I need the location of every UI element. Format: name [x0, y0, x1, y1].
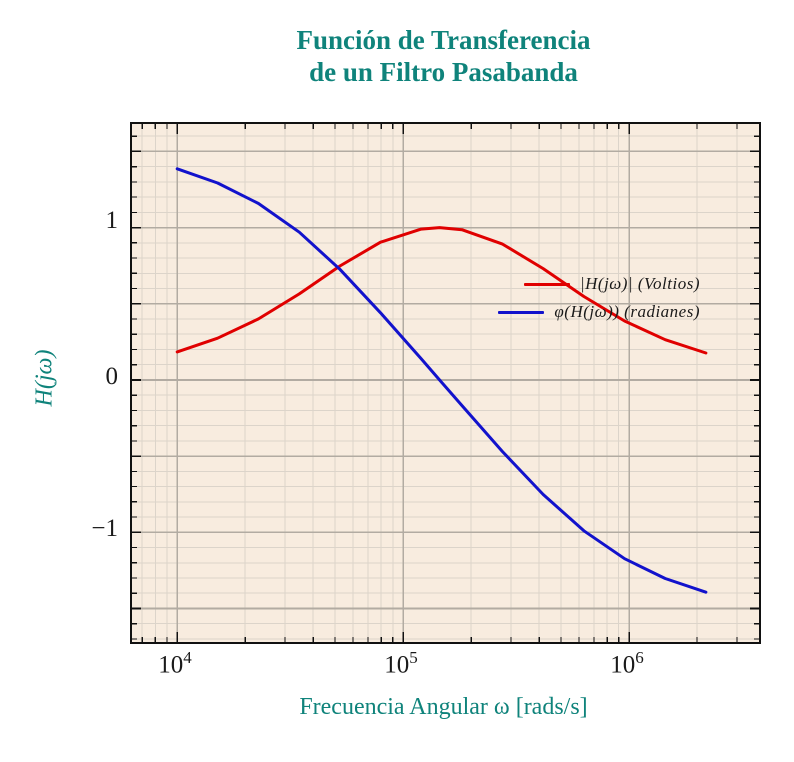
y-tick-label-1: 1: [105, 207, 119, 234]
y-tick-label-0: 0: [105, 363, 119, 390]
y-axis-label: H(jω): [31, 349, 58, 407]
legend-label-phase: φ(H(jω)) (radianes): [554, 302, 700, 321]
legend-item-phase: φ(H(jω)) (radianes): [498, 298, 700, 326]
plot-area: |H(jω)| (Voltios) φ(H(jω)) (radianes): [130, 122, 761, 644]
magnitude-line-swatch: [523, 282, 570, 286]
magnitude-curve: [175, 226, 708, 355]
y-tick-label-neg1: −1: [91, 515, 118, 542]
plot-canvas: [132, 124, 759, 642]
chart-title-line1: Función de Transferencia: [296, 25, 591, 55]
chart-title-line2: de un Filtro Pasabanda: [309, 57, 578, 87]
phase-curve: [175, 167, 708, 594]
x-axis-label: Frecuencia Angular ω [rads/s]: [299, 694, 588, 720]
x-tick-label-1e5: 105: [384, 648, 418, 679]
chart-title: Función de Transferencia de un Filtro Pa…: [130, 24, 757, 88]
legend-item-magnitude: |H(jω)| (Voltios): [498, 270, 700, 298]
legend-label-magnitude: |H(jω)| (Voltios): [579, 274, 700, 293]
phase-line-swatch: [498, 310, 545, 314]
x-tick-label-1e6: 106: [610, 648, 644, 679]
legend: |H(jω)| (Voltios) φ(H(jω)) (radianes): [498, 270, 700, 326]
x-tick-label-1e4: 104: [158, 648, 192, 679]
